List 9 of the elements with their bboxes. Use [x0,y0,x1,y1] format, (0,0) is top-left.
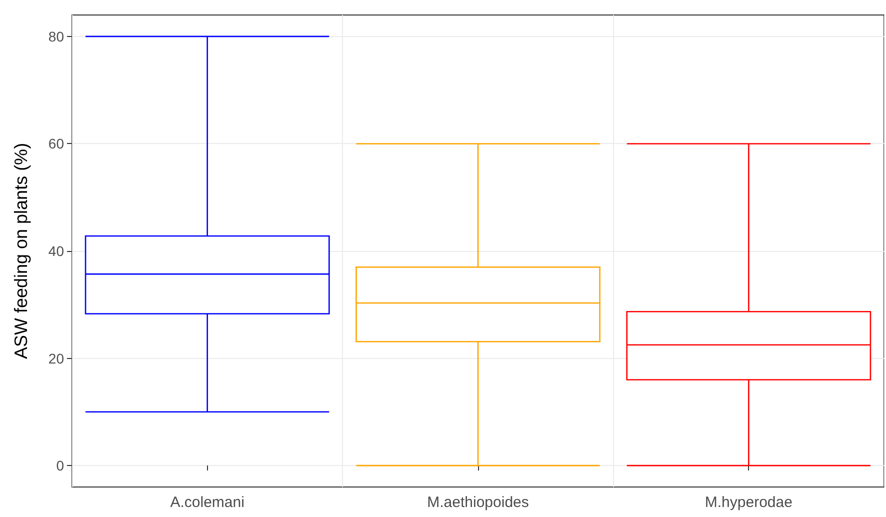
y-axis-title: ASW feeding on plants (%) [11,142,31,360]
x-tick-label: A.colemani [170,494,244,511]
y-tick-label: 60 [48,136,64,152]
y-tick-label: 0 [56,458,64,474]
x-tick-label: M.hyperodae [704,494,792,511]
y-tick-label: 80 [48,28,64,44]
y-tick-label: 20 [48,350,64,366]
x-tick-label: M.aethiopoides [427,494,529,511]
y-tick-label: 40 [48,243,64,259]
